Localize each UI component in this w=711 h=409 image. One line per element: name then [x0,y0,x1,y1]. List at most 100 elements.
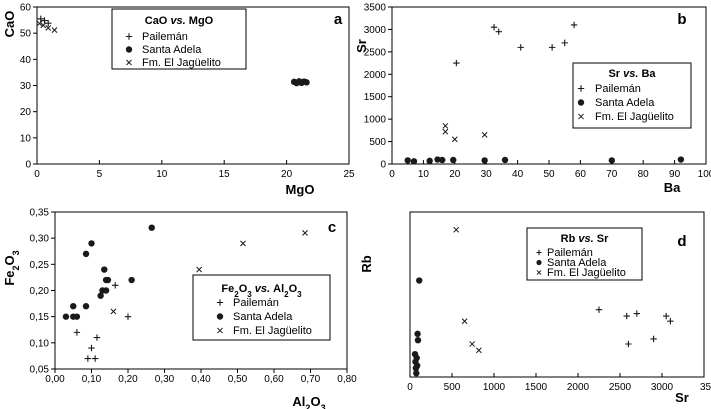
data-point [442,128,449,135]
y-tick-label: 0,20 [30,286,50,297]
series-x [453,226,482,354]
x-tick-label: 90 [669,169,681,180]
x-tick-label: 0 [34,169,40,180]
data-point [490,23,498,31]
y-tick-label: 0 [25,160,31,171]
x-tick-label: 1500 [525,382,548,393]
data-point [410,158,418,165]
series-dot [62,224,155,320]
data-point [73,329,81,336]
y-axis-label: CaO [2,11,17,38]
data-point [45,25,52,31]
chart-panel-d: 0 500 1000 1500 2000 2500 3000 3500 Sr Rb d Rb vs. … [359,211,711,405]
x-axis-label: Al2O3 [292,394,325,409]
y-axis-label: Fe2O3 [2,250,21,285]
y-tick-label: 1000 [364,115,387,126]
data-point [570,21,578,29]
x-tick-label: 3000 [651,382,674,393]
legend-box [572,62,692,129]
legend-entry: Fm. El Jagüelito [233,325,312,337]
data-point [37,15,44,22]
y-tick-label: 30 [20,81,32,92]
data-point [475,347,482,354]
data-point [40,22,47,29]
data-point [302,230,308,236]
x-tick-label: 0 [407,382,413,393]
data-point [413,354,420,362]
series-x [36,20,58,33]
series-dot [290,78,310,87]
data-point [45,20,52,27]
y-tick-label: 2500 [364,47,387,58]
legend-entry: Pailemán [233,297,279,309]
legend-entry: Santa Adela [142,44,202,56]
data-point [667,317,674,325]
y-tick-label: 3500 [364,3,387,14]
x-tick-label: 10 [156,169,168,180]
data-point [82,250,90,258]
data-point [413,369,420,377]
y-tick-label: 0,30 [30,234,50,245]
panel-letter: a [334,11,343,28]
legend-marker [125,33,133,40]
y-tick-label: 0,15 [30,312,50,323]
x-tick-label: 2000 [567,382,590,393]
data-point [426,157,433,165]
legend-marker [125,46,133,53]
x-tick-label: 5 [97,169,103,180]
data-point [124,313,132,320]
data-point [461,318,468,325]
x-tick-label: 30 [481,169,493,180]
x-tick-label: 0,70 [301,374,321,385]
data-point [70,303,77,310]
y-tick-label: 0,25 [30,260,50,271]
x-tick-label: 1000 [483,382,506,393]
series-x [110,230,308,315]
x-tick-label: 0,30 [155,374,175,385]
legend-title: Sr vs. Ba [608,68,656,80]
data-point [413,362,421,369]
data-point [110,308,117,315]
data-point [677,156,685,163]
data-point [36,20,43,27]
x-tick-label: 0,50 [228,374,248,385]
legend-marker [577,85,585,92]
data-point [303,79,310,86]
x-tick-label: 0,20 [118,374,138,385]
data-point [73,313,81,320]
data-point [595,306,603,313]
x-tick-label: 0,60 [264,374,284,385]
legend-entry: Pailemán [547,247,593,259]
data-point [608,157,615,164]
data-point [240,240,246,247]
legend-box [526,227,643,281]
data-point [148,224,155,231]
data-point [633,310,640,317]
data-point [414,336,422,344]
y-axis-label: Sr [354,39,369,53]
data-point [51,27,58,33]
data-point [88,344,95,352]
panel-letter: d [677,233,686,250]
legend-entry: Santa Adela [595,97,655,109]
x-tick-label: 0,40 [191,374,211,385]
plot-frame [409,211,705,378]
data-point [88,240,95,247]
legend-entry: Santa Adela [233,311,293,323]
x-tick-label: 25 [343,169,355,180]
data-point [663,312,670,320]
legend-marker [577,99,585,106]
x-tick-label: 40 [512,169,524,180]
y-tick-label: 0,05 [30,365,50,376]
data-point [450,156,457,164]
data-point [102,287,110,294]
x-tick-label: 10 [418,169,430,180]
legend-marker [536,270,542,275]
y-tick-label: 3000 [364,25,387,36]
y-tick-label: 0,10 [30,338,50,349]
data-point [561,39,568,47]
y-tick-label: 20 [20,107,32,118]
